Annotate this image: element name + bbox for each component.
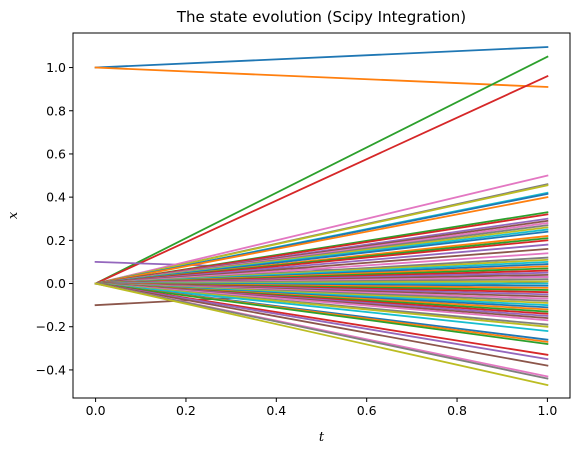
- series-line: [94, 66, 549, 88]
- series-line: [94, 196, 549, 285]
- axes-frame: [72, 32, 571, 399]
- series-line: [94, 55, 549, 285]
- series-line: [94, 282, 549, 380]
- series-line: [94, 282, 549, 367]
- x-tick-label: 0.0: [86, 403, 106, 418]
- series-line: [94, 282, 549, 333]
- x-tick-label: 0.6: [357, 403, 377, 418]
- series-line: [94, 184, 549, 285]
- series-line: [94, 282, 549, 387]
- y-tick-label: 1.0: [46, 60, 66, 75]
- x-tick-label: 0.2: [176, 403, 196, 418]
- y-tick-label: 0.4: [46, 190, 66, 205]
- y-tick-label: 0.2: [46, 233, 66, 248]
- chart-title: The state evolution (Scipy Integration): [176, 8, 466, 26]
- series-line: [94, 46, 549, 69]
- y-tick-label: −0.4: [36, 362, 66, 377]
- y-axis-label: x: [6, 211, 21, 219]
- plot-frame: [72, 32, 571, 399]
- y-tick-label: 0.8: [46, 103, 66, 118]
- series-line: [94, 282, 549, 346]
- series-line: [94, 282, 549, 361]
- x-axis-label: t: [319, 430, 325, 445]
- series-line: [94, 75, 549, 285]
- x-tick-label: 0.8: [447, 403, 467, 418]
- x-tick-label: 0.4: [266, 403, 286, 418]
- y-tick-label: −0.2: [36, 319, 66, 334]
- y-tick-label: 0.0: [46, 276, 66, 291]
- x-tick-label: 1.0: [537, 403, 557, 418]
- y-tick-label: 0.6: [46, 146, 66, 161]
- series-line: [94, 174, 549, 285]
- x-axis-ticks: 0.0 0.2 0.4 0.6 0.8 1.0: [86, 398, 557, 418]
- plot-lines: [94, 46, 549, 387]
- y-axis-ticks: −0.4 −0.2 0.0 0.2 0.4 0.6 0.8 1.0: [36, 60, 73, 377]
